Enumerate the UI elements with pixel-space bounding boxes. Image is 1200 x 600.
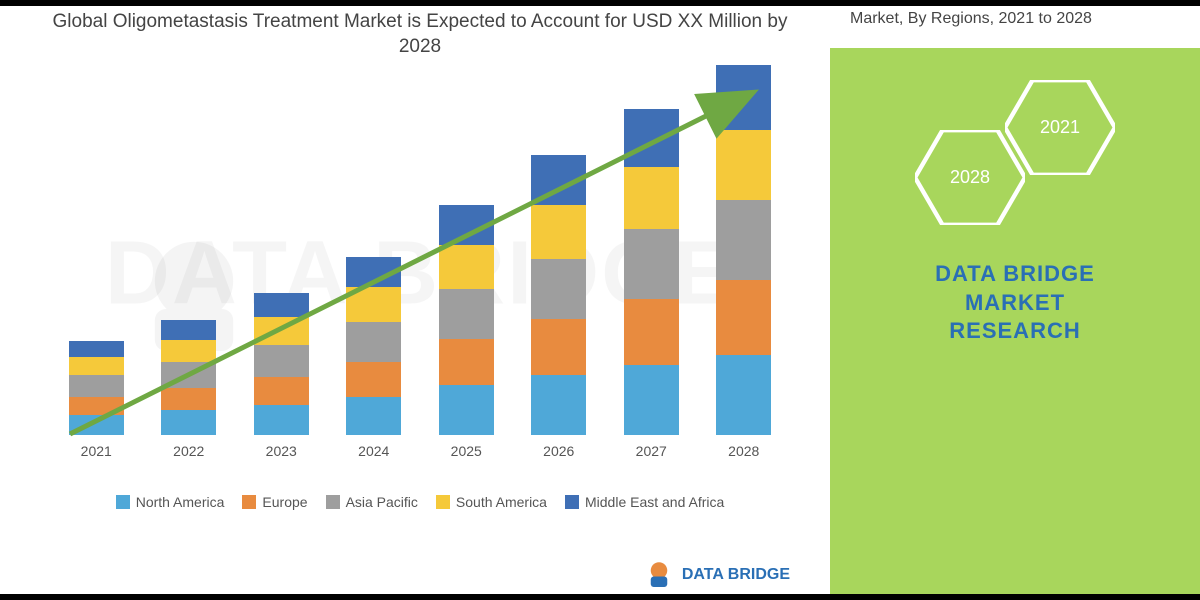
bar-segment <box>254 345 309 377</box>
main-container: Global Oligometastasis Treatment Market … <box>0 0 1200 600</box>
x-axis-label: 2025 <box>451 443 482 459</box>
bar-segment <box>531 205 586 259</box>
brand-line1: DATA BRIDGE <box>923 260 1108 289</box>
bar-segment <box>346 397 401 435</box>
bar-segment <box>531 155 586 205</box>
stacked-bar <box>531 155 586 435</box>
bar-segment <box>69 375 124 397</box>
legend-label: Asia Pacific <box>346 494 418 510</box>
bar-segment <box>716 280 771 355</box>
bar-group: 2026 <box>519 155 599 459</box>
legend: North America Europe Asia Pacific South Ame… <box>30 494 810 510</box>
chart-panel: Global Oligometastasis Treatment Market … <box>0 0 830 600</box>
footer-logo: DATA BRIDGE <box>644 560 790 590</box>
bar-segment <box>69 357 124 375</box>
bar-segment <box>624 365 679 435</box>
chart-title: Global Oligometastasis Treatment Market … <box>30 10 810 59</box>
legend-label: Europe <box>262 494 307 510</box>
bar-segment <box>161 320 216 340</box>
hex-front-label: 2028 <box>950 167 990 188</box>
stacked-bar <box>161 320 216 435</box>
bar-segment <box>439 205 494 245</box>
bar-group: 2024 <box>334 257 414 459</box>
bar-segment <box>69 341 124 357</box>
bar-segment <box>716 355 771 435</box>
bar-segment <box>161 410 216 435</box>
bar-segment <box>439 289 494 339</box>
bar-segment <box>531 375 586 435</box>
right-panel: Market, By Regions, 2021 to 2028 2021 20… <box>830 0 1200 600</box>
stacked-bar <box>69 341 124 435</box>
bar-segment <box>624 299 679 365</box>
legend-swatch <box>326 495 340 509</box>
legend-swatch <box>116 495 130 509</box>
bar-group: 2022 <box>149 320 229 459</box>
legend-swatch <box>565 495 579 509</box>
legend-item: Asia Pacific <box>326 494 418 510</box>
brand-line2: MARKET RESEARCH <box>923 289 1108 346</box>
top-border <box>0 0 1200 6</box>
bar-segment <box>716 130 771 200</box>
bottom-border <box>0 594 1200 600</box>
bar-segment <box>69 397 124 415</box>
bar-group: 2023 <box>241 293 321 459</box>
stacked-bar <box>624 109 679 435</box>
legend-label: South America <box>456 494 547 510</box>
legend-swatch <box>242 495 256 509</box>
x-axis-label: 2028 <box>728 443 759 459</box>
brand-block: DATA BRIDGE MARKET RESEARCH <box>923 260 1108 346</box>
bar-segment <box>624 109 679 167</box>
legend-label: Middle East and Africa <box>585 494 724 510</box>
bar-group: 2025 <box>426 205 506 459</box>
bar-segment <box>161 362 216 388</box>
stacked-bar <box>439 205 494 435</box>
bar-segment <box>161 388 216 410</box>
bar-segment <box>716 65 771 130</box>
bar-segment <box>716 200 771 280</box>
x-axis-label: 2027 <box>636 443 667 459</box>
legend-item: South America <box>436 494 547 510</box>
x-axis-label: 2026 <box>543 443 574 459</box>
bar-segment <box>439 385 494 435</box>
stacked-bar <box>346 257 401 435</box>
legend-label: North America <box>136 494 225 510</box>
chart-area: DATA BRIDGE 2021202220232024202520262027… <box>30 64 810 484</box>
x-axis-label: 2021 <box>81 443 112 459</box>
x-axis-label: 2024 <box>358 443 389 459</box>
bar-group: 2028 <box>704 65 784 459</box>
legend-item: Europe <box>242 494 307 510</box>
bar-segment <box>69 415 124 435</box>
bar-segment <box>161 340 216 362</box>
bar-group: 2021 <box>56 341 136 459</box>
bar-segment <box>531 319 586 375</box>
stacked-bar <box>716 65 771 435</box>
bar-segment <box>254 317 309 345</box>
bar-segment <box>346 362 401 397</box>
footer-logo-text: DATA BRIDGE <box>682 566 790 584</box>
bars-container: 2021 2022 2023 2024 2025 2026 2027 2028 <box>50 89 790 459</box>
hexagon-group: 2021 2028 <box>885 80 1145 250</box>
bar-segment <box>254 405 309 435</box>
bar-segment <box>439 339 494 385</box>
bar-segment <box>439 245 494 289</box>
footer-logo-icon <box>644 560 674 590</box>
bar-group: 2027 <box>611 109 691 459</box>
bar-segment <box>624 167 679 229</box>
bar-segment <box>346 322 401 362</box>
legend-item: North America <box>116 494 225 510</box>
bar-segment <box>346 257 401 287</box>
bar-segment <box>254 377 309 405</box>
stacked-bar <box>254 293 309 435</box>
bar-segment <box>254 293 309 317</box>
x-axis-label: 2022 <box>173 443 204 459</box>
bar-segment <box>531 259 586 319</box>
x-axis-label: 2023 <box>266 443 297 459</box>
bar-segment <box>624 229 679 299</box>
legend-swatch <box>436 495 450 509</box>
hex-back-label: 2021 <box>1040 117 1080 138</box>
legend-item: Middle East and Africa <box>565 494 724 510</box>
bar-segment <box>346 287 401 322</box>
hex-front: 2028 <box>915 130 1025 225</box>
